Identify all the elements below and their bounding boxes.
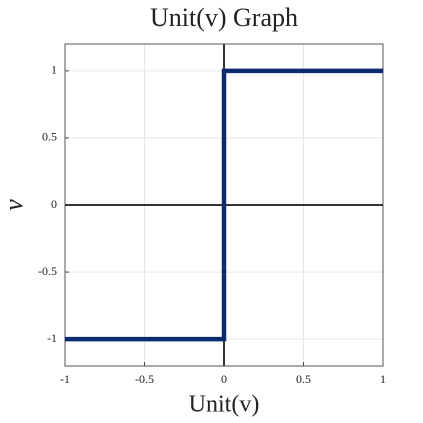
y-axis-label: v xyxy=(0,199,28,211)
x-tick-label: 1 xyxy=(380,372,386,386)
y-tick-label: -0.5 xyxy=(38,264,57,278)
chart-title: Unit(v) Graph xyxy=(150,3,298,32)
x-tick-label: 0 xyxy=(221,372,227,386)
x-tick-label: -1 xyxy=(60,372,70,386)
x-tick-label: -0.5 xyxy=(135,372,154,386)
x-tick-label: 0.5 xyxy=(296,372,311,386)
x-axis-label: Unit(v) xyxy=(189,392,260,418)
y-tick-label: -1 xyxy=(47,331,57,345)
y-tick-label: 0.5 xyxy=(42,130,57,144)
y-tick-label: 0 xyxy=(51,197,57,211)
y-tick-label: 1 xyxy=(51,63,57,77)
data-line xyxy=(65,68,383,342)
